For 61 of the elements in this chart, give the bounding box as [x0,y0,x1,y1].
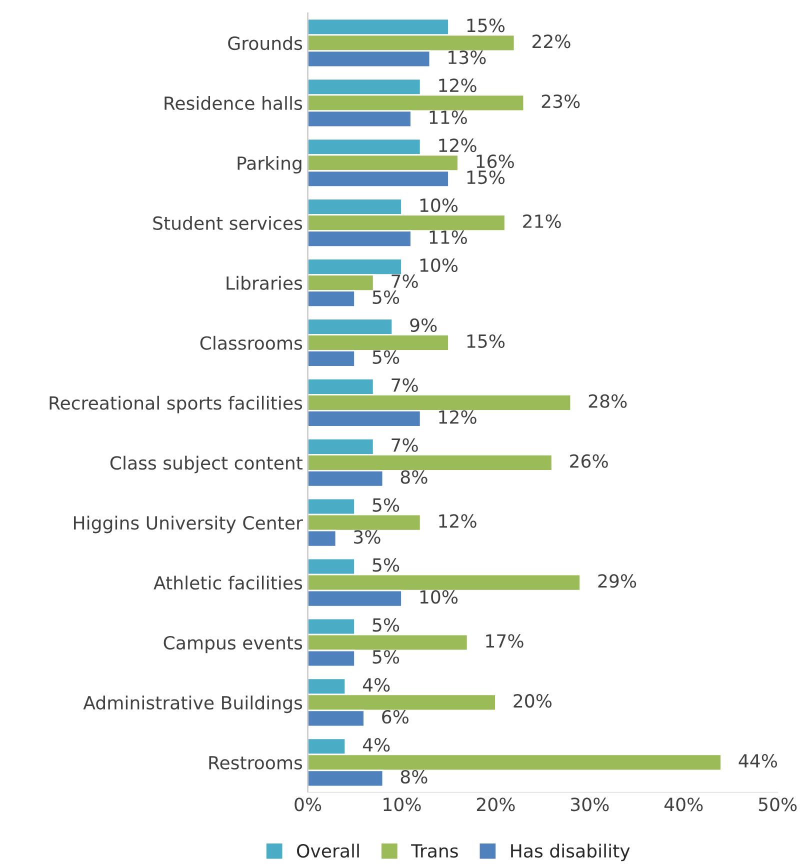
data-label: 12% [439,410,476,424]
data-label: 12% [439,514,476,528]
y-tick-label: Class subject content [110,456,303,474]
y-tick-label: Classrooms [200,336,302,350]
data-label: 26% [570,454,608,468]
data-label: 5% [372,650,400,664]
y-tick-label: Residence halls [164,96,302,110]
y-tick-label: Restrooms [209,756,302,770]
data-label: 5% [372,558,400,572]
data-label: 7% [392,378,418,392]
x-tick-label: 10% [384,798,421,812]
data-label: 29% [598,574,636,588]
data-label: 21% [523,214,561,228]
y-tick-label: Campus events [164,636,302,654]
data-label: 10% [420,590,458,604]
data-label: 10% [420,258,458,272]
data-label: 16% [476,154,514,168]
data-label: 8% [400,770,428,784]
x-tick-label: 20% [476,798,515,812]
data-label: 12% [439,78,476,92]
data-label: 17% [486,634,524,648]
data-label: 5% [372,350,400,364]
data-label: 13% [448,50,486,64]
data-label: 5% [372,290,400,304]
y-tick-label: Recreational sports facilities [50,396,302,414]
data-label: 4% [362,738,390,752]
data-label: 22% [532,34,570,48]
y-tick-label: Parking [238,156,302,174]
data-label: 9% [410,318,437,332]
data-label: 15% [467,18,505,32]
data-label: 5% [372,618,400,632]
data-label: 10% [420,198,458,212]
y-tick-label: Grounds [228,36,302,50]
y-tick-label: Athletic facilities [154,576,302,590]
y-tick-label: Student services [153,216,302,230]
y-tick-label: Administrative Buildings [83,696,302,714]
data-label: 12% [439,138,476,152]
legend-label: Trans [411,844,458,858]
data-label: 8% [400,470,428,484]
data-label: 3% [354,530,380,544]
x-tick-label: 0% [294,798,322,812]
data-label: 28% [588,394,627,408]
y-tick-label: Higgins University Center [74,516,303,534]
y-tick-label: Libraries [226,276,302,290]
x-tick-label: 40% [664,798,703,812]
data-label: 7% [392,274,418,288]
data-label: 5% [372,498,400,512]
data-label: 11% [430,230,467,244]
legend-label: Has disability [511,844,630,862]
data-label: 6% [382,710,408,724]
data-label: 7% [392,438,418,452]
data-label: 15% [467,334,505,348]
data-label: 20% [514,694,552,708]
data-label: 4% [362,678,390,692]
data-label: 23% [542,94,580,108]
data-label: 15% [467,170,505,184]
data-label: 44% [738,754,778,768]
data-label: 11% [430,110,467,124]
x-tick-label: 50% [758,798,797,812]
legend-label: Overall [297,844,359,858]
x-tick-label: 30% [570,798,609,812]
